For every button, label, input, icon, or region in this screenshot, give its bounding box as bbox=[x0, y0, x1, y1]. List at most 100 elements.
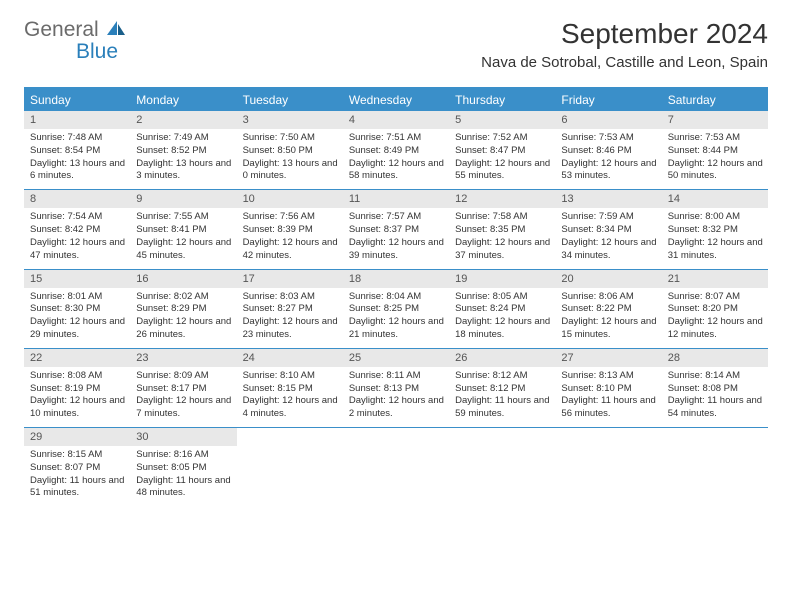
day-number: 13 bbox=[555, 190, 661, 208]
day-cell: 14 Sunrise: 8:00 AMSunset: 8:32 PMDayligh… bbox=[662, 190, 768, 268]
location-text: Nava de Sotrobal, Castille and Leon, Spa… bbox=[481, 54, 768, 71]
day-info: Sunrise: 8:08 AMSunset: 8:19 PMDaylight:… bbox=[24, 370, 130, 421]
day-number: 24 bbox=[237, 349, 343, 367]
day-number: 7 bbox=[662, 111, 768, 129]
day-number: 29 bbox=[24, 428, 130, 446]
day-cell: 1 Sunrise: 7:48 AMSunset: 8:54 PMDaylight… bbox=[24, 111, 130, 189]
month-title: September 2024 bbox=[481, 18, 768, 50]
day-number: 26 bbox=[449, 349, 555, 367]
day-number: 15 bbox=[24, 270, 130, 288]
day-number: 17 bbox=[237, 270, 343, 288]
day-number: 30 bbox=[130, 428, 236, 446]
day-info: Sunrise: 7:56 AMSunset: 8:39 PMDaylight:… bbox=[237, 211, 343, 262]
empty-cell bbox=[343, 428, 449, 506]
day-cell: 11 Sunrise: 7:57 AMSunset: 8:37 PMDayligh… bbox=[343, 190, 449, 268]
day-number: 20 bbox=[555, 270, 661, 288]
day-number: 28 bbox=[662, 349, 768, 367]
day-number: 4 bbox=[343, 111, 449, 129]
day-cell: 28 Sunrise: 8:14 AMSunset: 8:08 PMDayligh… bbox=[662, 349, 768, 427]
logo-text-blue: Blue bbox=[76, 40, 118, 63]
day-cell: 24Sunrise: 8:10 AMSunset: 8:15 PMDayligh… bbox=[237, 349, 343, 427]
day-cell: 29Sunrise: 8:15 AMSunset: 8:07 PMDayligh… bbox=[24, 428, 130, 506]
day-cell: 23 Sunrise: 8:09 AMSunset: 8:17 PMDayligh… bbox=[130, 349, 236, 427]
day-cell: 13 Sunrise: 7:59 AMSunset: 8:34 PMDayligh… bbox=[555, 190, 661, 268]
day-cell: 7 Sunrise: 7:53 AMSunset: 8:44 PMDaylight… bbox=[662, 111, 768, 189]
day-info: Sunrise: 8:07 AMSunset: 8:20 PMDaylight:… bbox=[662, 291, 768, 342]
day-cell: 15 Sunrise: 8:01 AMSunset: 8:30 PMDayligh… bbox=[24, 270, 130, 348]
day-cell: 22 Sunrise: 8:08 AMSunset: 8:19 PMDayligh… bbox=[24, 349, 130, 427]
calendar: SundayMondayTuesdayWednesdayThursdayFrid… bbox=[24, 87, 768, 506]
day-number: 8 bbox=[24, 190, 130, 208]
week-row: 22 Sunrise: 8:08 AMSunset: 8:19 PMDayligh… bbox=[24, 349, 768, 428]
day-cell: 18Sunrise: 8:04 AMSunset: 8:25 PMDayligh… bbox=[343, 270, 449, 348]
day-info: Sunrise: 7:48 AMSunset: 8:54 PMDaylight:… bbox=[24, 132, 130, 183]
day-info: Sunrise: 7:53 AMSunset: 8:44 PMDaylight:… bbox=[662, 132, 768, 183]
day-number: 25 bbox=[343, 349, 449, 367]
day-info: Sunrise: 8:13 AMSunset: 8:10 PMDaylight:… bbox=[555, 370, 661, 421]
day-info: Sunrise: 8:16 AMSunset: 8:05 PMDaylight:… bbox=[130, 449, 236, 500]
day-cell: 3Sunrise: 7:50 AMSunset: 8:50 PMDaylight… bbox=[237, 111, 343, 189]
day-cell: 21 Sunrise: 8:07 AMSunset: 8:20 PMDayligh… bbox=[662, 270, 768, 348]
week-row: 8 Sunrise: 7:54 AMSunset: 8:42 PMDaylight… bbox=[24, 190, 768, 269]
day-cell: 2Sunrise: 7:49 AMSunset: 8:52 PMDaylight… bbox=[130, 111, 236, 189]
day-cell: 27 Sunrise: 8:13 AMSunset: 8:10 PMDayligh… bbox=[555, 349, 661, 427]
day-header: Thursday bbox=[449, 89, 555, 111]
day-number: 2 bbox=[130, 111, 236, 129]
day-cell: 19Sunrise: 8:05 AMSunset: 8:24 PMDayligh… bbox=[449, 270, 555, 348]
day-info: Sunrise: 7:51 AMSunset: 8:49 PMDaylight:… bbox=[343, 132, 449, 183]
day-headers-row: SundayMondayTuesdayWednesdayThursdayFrid… bbox=[24, 89, 768, 111]
day-info: Sunrise: 8:01 AMSunset: 8:30 PMDaylight:… bbox=[24, 291, 130, 342]
day-number: 27 bbox=[555, 349, 661, 367]
day-info: Sunrise: 8:05 AMSunset: 8:24 PMDaylight:… bbox=[449, 291, 555, 342]
day-info: Sunrise: 7:53 AMSunset: 8:46 PMDaylight:… bbox=[555, 132, 661, 183]
day-cell: 8 Sunrise: 7:54 AMSunset: 8:42 PMDaylight… bbox=[24, 190, 130, 268]
day-info: Sunrise: 8:02 AMSunset: 8:29 PMDaylight:… bbox=[130, 291, 236, 342]
day-cell: 25 Sunrise: 8:11 AMSunset: 8:13 PMDayligh… bbox=[343, 349, 449, 427]
day-info: Sunrise: 8:12 AMSunset: 8:12 PMDaylight:… bbox=[449, 370, 555, 421]
day-number: 16 bbox=[130, 270, 236, 288]
day-cell: 4 Sunrise: 7:51 AMSunset: 8:49 PMDaylight… bbox=[343, 111, 449, 189]
empty-cell bbox=[449, 428, 555, 506]
day-cell: 20 Sunrise: 8:06 AMSunset: 8:22 PMDayligh… bbox=[555, 270, 661, 348]
day-cell: 16 Sunrise: 8:02 AMSunset: 8:29 PMDayligh… bbox=[130, 270, 236, 348]
day-info: Sunrise: 7:58 AMSunset: 8:35 PMDaylight:… bbox=[449, 211, 555, 262]
day-header: Friday bbox=[555, 89, 661, 111]
day-number: 12 bbox=[449, 190, 555, 208]
day-number: 11 bbox=[343, 190, 449, 208]
day-info: Sunrise: 7:50 AMSunset: 8:50 PMDaylight:… bbox=[237, 132, 343, 183]
week-row: 15 Sunrise: 8:01 AMSunset: 8:30 PMDayligh… bbox=[24, 270, 768, 349]
day-info: Sunrise: 8:04 AMSunset: 8:25 PMDaylight:… bbox=[343, 291, 449, 342]
day-info: Sunrise: 8:00 AMSunset: 8:32 PMDaylight:… bbox=[662, 211, 768, 262]
day-number: 21 bbox=[662, 270, 768, 288]
day-number: 23 bbox=[130, 349, 236, 367]
day-cell: 12 Sunrise: 7:58 AMSunset: 8:35 PMDayligh… bbox=[449, 190, 555, 268]
day-cell: 5Sunrise: 7:52 AMSunset: 8:47 PMDaylight… bbox=[449, 111, 555, 189]
day-info: Sunrise: 8:11 AMSunset: 8:13 PMDaylight:… bbox=[343, 370, 449, 421]
day-info: Sunrise: 7:55 AMSunset: 8:41 PMDaylight:… bbox=[130, 211, 236, 262]
day-cell: 30 Sunrise: 8:16 AMSunset: 8:05 PMDayligh… bbox=[130, 428, 236, 506]
day-info: Sunrise: 8:14 AMSunset: 8:08 PMDaylight:… bbox=[662, 370, 768, 421]
day-header: Sunday bbox=[24, 89, 130, 111]
day-cell: 6 Sunrise: 7:53 AMSunset: 8:46 PMDaylight… bbox=[555, 111, 661, 189]
header: General Blue September 2024 Nava de Sotr… bbox=[0, 0, 792, 79]
day-info: Sunrise: 7:59 AMSunset: 8:34 PMDaylight:… bbox=[555, 211, 661, 262]
day-info: Sunrise: 7:57 AMSunset: 8:37 PMDaylight:… bbox=[343, 211, 449, 262]
day-info: Sunrise: 7:54 AMSunset: 8:42 PMDaylight:… bbox=[24, 211, 130, 262]
day-header: Tuesday bbox=[237, 89, 343, 111]
day-cell: 17Sunrise: 8:03 AMSunset: 8:27 PMDayligh… bbox=[237, 270, 343, 348]
day-number: 1 bbox=[24, 111, 130, 129]
day-header: Wednesday bbox=[343, 89, 449, 111]
day-info: Sunrise: 8:06 AMSunset: 8:22 PMDaylight:… bbox=[555, 291, 661, 342]
day-cell: 10Sunrise: 7:56 AMSunset: 8:39 PMDayligh… bbox=[237, 190, 343, 268]
day-number: 14 bbox=[662, 190, 768, 208]
day-number: 6 bbox=[555, 111, 661, 129]
day-header: Monday bbox=[130, 89, 236, 111]
logo-text-general: General bbox=[24, 18, 99, 42]
day-number: 9 bbox=[130, 190, 236, 208]
day-cell: 26 Sunrise: 8:12 AMSunset: 8:12 PMDayligh… bbox=[449, 349, 555, 427]
logo-sail-icon bbox=[105, 19, 127, 42]
title-block: September 2024 Nava de Sotrobal, Castill… bbox=[481, 18, 768, 71]
day-info: Sunrise: 8:09 AMSunset: 8:17 PMDaylight:… bbox=[130, 370, 236, 421]
day-number: 22 bbox=[24, 349, 130, 367]
logo: General Blue bbox=[24, 18, 127, 42]
